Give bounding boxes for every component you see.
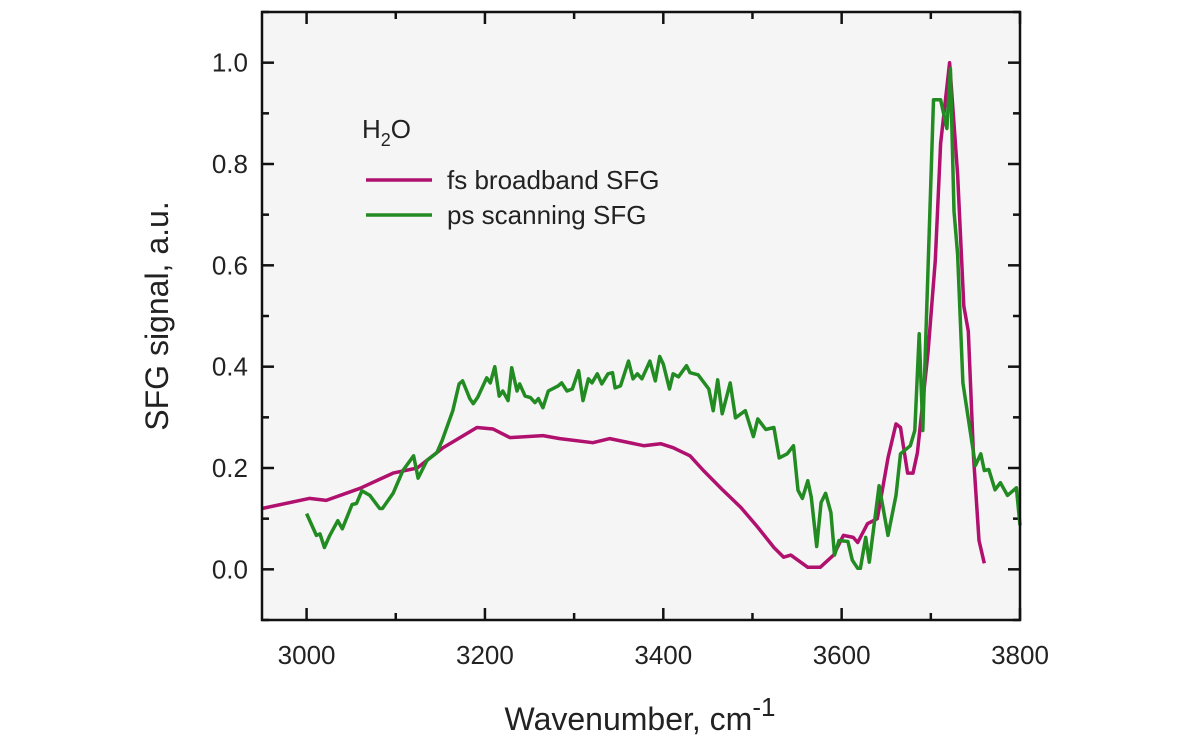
x-tick-label: 3800	[991, 640, 1049, 670]
y-axis-title: SFG signal, a.u.	[139, 201, 175, 430]
x-tick-label: 3000	[278, 640, 336, 670]
plot-frame	[260, 10, 1022, 622]
x-axis-title: Wavenumber, cm-1	[505, 692, 776, 737]
axis-ticks: 3000 3200 3400 3600 3800 0.0 0.2 0.4 0.6 0.8 1.0	[212, 10, 1049, 670]
x-tick-label: 3600	[813, 640, 871, 670]
legend-label-fs: fs broadband SFG	[447, 165, 659, 195]
y-tick-label: 0.2	[212, 453, 248, 483]
y-tick-label: 1.0	[212, 48, 248, 78]
y-tick-label: 0.8	[212, 149, 248, 179]
x-tick-label: 3200	[456, 640, 514, 670]
legend: H2O fs broadband SFG ps scanning SFG	[362, 114, 659, 230]
y-tick-label: 0.6	[212, 250, 248, 280]
plot-area	[262, 12, 1020, 620]
series-lines	[261, 60, 1022, 571]
series-line-1	[305, 66, 1022, 571]
legend-label-ps: ps scanning SFG	[447, 200, 646, 230]
x-tick-label: 3400	[634, 640, 692, 670]
y-tick-label: 0.4	[212, 352, 248, 382]
series-line-0	[261, 60, 987, 570]
legend-title: H2O	[362, 114, 411, 150]
y-tick-label: 0.0	[212, 554, 248, 584]
